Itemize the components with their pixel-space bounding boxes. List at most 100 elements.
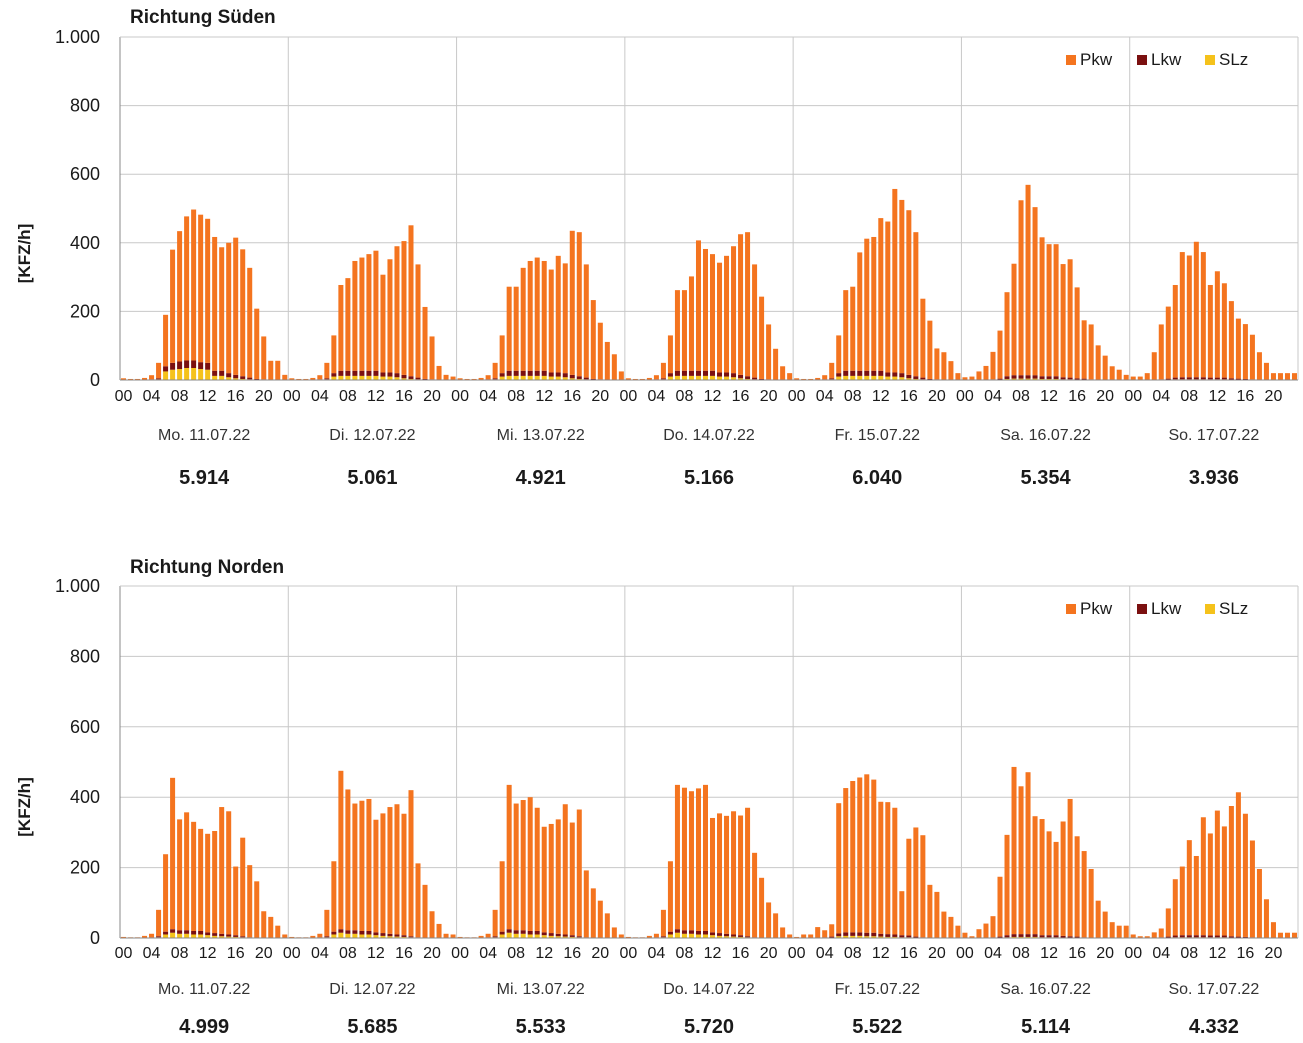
x-tick-label: 04 [816, 945, 834, 962]
bar-slz [373, 375, 379, 380]
bar-pkw [1270, 373, 1276, 380]
bar-lkw [513, 930, 519, 934]
bar-pkw [976, 371, 982, 380]
x-tick-label: 20 [928, 945, 946, 962]
bar-pkw [345, 278, 351, 371]
bar-slz [548, 376, 554, 380]
bar-slz [394, 936, 400, 938]
y-tick-label: 800 [70, 96, 100, 116]
bar-slz [191, 367, 197, 380]
bar-slz [864, 936, 870, 938]
bar-pkw [1123, 374, 1129, 380]
bar-pkw [653, 375, 659, 380]
bar-pkw [324, 362, 330, 379]
bar-pkw [1207, 284, 1213, 378]
legend-swatch-lkw [1137, 55, 1147, 65]
bar-lkw [843, 370, 849, 376]
bar-pkw [1270, 922, 1276, 938]
bar-pkw [282, 934, 288, 938]
legend-label: Pkw [1080, 50, 1113, 69]
x-tick-label: 08 [844, 388, 862, 405]
bar-lkw [198, 930, 204, 935]
bar-slz [240, 378, 246, 380]
bar-pkw [387, 807, 393, 934]
bar-pkw [156, 362, 162, 379]
x-tick-label: 16 [732, 388, 750, 405]
bar-pkw [352, 803, 358, 931]
bar-pkw [492, 909, 498, 937]
bar-pkw [1284, 932, 1290, 938]
bar-slz [366, 375, 372, 380]
bar-slz [366, 934, 372, 938]
legend-label: Lkw [1151, 50, 1182, 69]
day-label: Sa. 16.07.22 [1000, 981, 1091, 998]
bar-lkw [1053, 376, 1059, 379]
bar-pkw [787, 373, 793, 380]
x-tick-label: 00 [451, 945, 469, 962]
bar-pkw [857, 252, 863, 371]
day-label: Di. 12.07.22 [329, 981, 415, 998]
bar-slz [555, 936, 561, 938]
bar-slz [212, 375, 218, 380]
bar-pkw [527, 797, 533, 931]
bar-pkw [576, 809, 582, 937]
bar-pkw [226, 811, 232, 935]
bar-pkw [1242, 324, 1248, 379]
bar-slz [352, 933, 358, 938]
bar-slz [857, 935, 863, 938]
bar-pkw [625, 378, 631, 380]
bar-pkw [289, 378, 295, 380]
bar-lkw [1200, 935, 1206, 938]
bar-lkw [681, 370, 687, 376]
bar-pkw [1081, 320, 1087, 379]
bar-slz [373, 935, 379, 938]
bar-slz [695, 934, 701, 938]
bar-pkw [548, 823, 554, 934]
bar-pkw [1102, 911, 1108, 938]
x-tick-label: 12 [1040, 945, 1058, 962]
bar-pkw [632, 378, 638, 380]
bar-slz [892, 376, 898, 380]
bar-pkw [1025, 772, 1031, 935]
bar-lkw [906, 935, 912, 938]
bar-slz [191, 934, 197, 938]
bar-lkw [899, 935, 905, 938]
bar-pkw [464, 378, 470, 380]
day-label: So. 17.07.22 [1168, 427, 1259, 444]
bar-pkw [1011, 263, 1017, 376]
x-tick-label: 04 [143, 388, 161, 405]
x-tick-label: 12 [872, 945, 890, 962]
bar-pkw [569, 230, 575, 375]
bar-pkw [471, 378, 477, 380]
bar-lkw [1018, 375, 1024, 379]
bar-lkw [927, 378, 933, 380]
x-tick-label: 08 [676, 388, 694, 405]
bar-pkw [380, 274, 386, 373]
bar-pkw [759, 296, 765, 379]
bar-lkw [710, 932, 716, 936]
bar-lkw [829, 936, 835, 938]
day-total: 5.720 [684, 1016, 734, 1038]
bar-lkw [717, 933, 723, 936]
bar-pkw [261, 911, 267, 938]
bar-lkw [1032, 375, 1038, 379]
bar-lkw [885, 372, 891, 377]
bar-lkw [520, 370, 526, 376]
bar-pkw [492, 362, 498, 379]
bar-lkw [331, 373, 337, 377]
x-tick-label: 12 [199, 945, 217, 962]
x-tick-label: 16 [227, 945, 245, 962]
bar-pkw [583, 870, 589, 938]
bar-slz [724, 376, 730, 380]
bar-lkw [177, 930, 183, 934]
bar-pkw [836, 335, 842, 374]
x-tick-label: 20 [1265, 388, 1283, 405]
bar-pkw [247, 865, 253, 938]
bar-pkw [1172, 879, 1178, 936]
bar-pkw [1088, 869, 1094, 938]
day-total: 4.999 [179, 1016, 229, 1038]
bar-pkw [450, 934, 456, 938]
bar-lkw [695, 930, 701, 935]
bar-slz [864, 375, 870, 380]
bar-pkw [766, 324, 772, 380]
